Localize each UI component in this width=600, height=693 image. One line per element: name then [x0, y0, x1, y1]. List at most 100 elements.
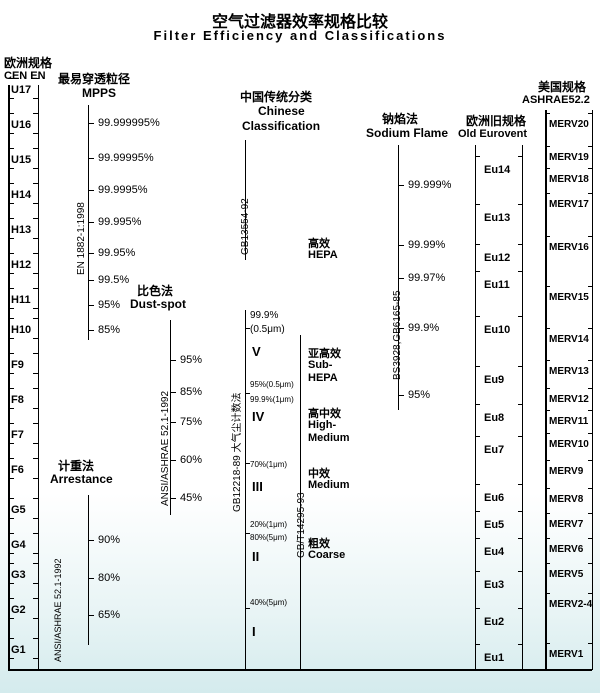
- eurovent-tick: [518, 404, 523, 405]
- eurovent-class: Eu9: [484, 374, 504, 386]
- sodium-value: 99.9%: [408, 322, 439, 334]
- header-cen-en: CEN EN: [4, 70, 46, 82]
- cen-tick: [8, 408, 14, 409]
- sodium-value: 99.99%: [408, 239, 445, 251]
- header-cc-en1: Chinese: [258, 104, 305, 118]
- en-tick: [33, 518, 39, 519]
- eurovent-tick: [475, 484, 480, 485]
- en-tick: [33, 553, 39, 554]
- chinese-class-en: Medium: [308, 432, 350, 444]
- cen-class: H14: [11, 189, 31, 201]
- merv-class: MERV11: [549, 416, 588, 427]
- chinese-class-en: HEPA: [308, 249, 338, 261]
- eurovent-class: Eu8: [484, 412, 504, 424]
- cen-class: G1: [11, 644, 26, 656]
- merv-class: MERV1: [549, 649, 583, 660]
- en-tick: [33, 533, 39, 534]
- eurovent-class: Eu13: [484, 212, 510, 224]
- merv-class: MERV2-4: [549, 599, 592, 610]
- sodium-value: 99.97%: [408, 272, 445, 284]
- mpps-value: 99.9995%: [98, 184, 148, 196]
- eurovent-tick: [518, 571, 523, 572]
- roman-extra-label: 99.9%(1μm): [250, 395, 294, 404]
- eurovent-tick: [475, 316, 480, 317]
- eurovent-tick: [518, 644, 523, 645]
- merv-tick: [588, 433, 593, 434]
- roman-extra-label: 40%(5μm): [250, 598, 287, 607]
- eurovent-tick: [475, 538, 480, 539]
- merv-tick: [588, 113, 593, 114]
- eurovent-tick: [518, 366, 523, 367]
- mpps-tick: [88, 158, 94, 159]
- en-tick: [33, 98, 39, 99]
- eurovent-tick: [518, 484, 523, 485]
- cen-tick: [8, 98, 14, 99]
- roman-extra-label: (0.5μm): [250, 324, 285, 335]
- cen-class: G3: [11, 569, 26, 581]
- dustspot-value: 95%: [180, 354, 202, 366]
- eurovent-class: Eu4: [484, 546, 504, 558]
- roman-class: II: [252, 549, 259, 564]
- cen-class: G2: [11, 604, 26, 616]
- mpps-std: EN 1882-1:1998: [76, 202, 87, 275]
- merv-tick: [588, 410, 593, 411]
- mpps-tick: [88, 123, 94, 124]
- sodium-tick: [398, 278, 404, 279]
- en-tick: [33, 638, 39, 639]
- en-tick: [33, 203, 39, 204]
- header-cc-en2: Classification: [242, 119, 320, 133]
- merv-tick: [588, 460, 593, 461]
- merv-tick: [545, 193, 550, 194]
- eurovent-tick: [518, 538, 523, 539]
- en-tick: [33, 133, 39, 134]
- merv-tick: [588, 593, 593, 594]
- chart-area: 空气过滤器效率规格比较 Filter Efficiency and Classi…: [0, 0, 600, 693]
- roman-extra-label: 80%(5μm): [250, 533, 287, 542]
- eurovent-tick: [518, 436, 523, 437]
- en-tick: [33, 113, 39, 114]
- dustspot-std: ANSI/ASHRAE 52.1-1992: [160, 391, 171, 506]
- eurovent-tick: [475, 204, 480, 205]
- header-ashrae-en: ASHRAE52.2: [522, 94, 590, 106]
- merv-tick: [588, 236, 593, 237]
- merv-tick: [545, 286, 550, 287]
- merv-class: MERV15: [549, 292, 589, 303]
- roman-tick: [245, 393, 250, 394]
- merv-tick: [588, 643, 593, 644]
- eurovent-tick: [475, 156, 480, 157]
- chinese-class-en: Coarse: [308, 549, 345, 561]
- mpps-tick: [88, 305, 94, 306]
- arrestance-value: 90%: [98, 534, 120, 546]
- cen-tick: [8, 478, 14, 479]
- merv-tick: [545, 236, 550, 237]
- cen-tick: [8, 148, 14, 149]
- eurovent-class: Eu3: [484, 579, 504, 591]
- merv-tick: [545, 488, 550, 489]
- mpps-tick: [88, 253, 94, 254]
- sodium-tick: [398, 245, 404, 246]
- merv-tick: [588, 193, 593, 194]
- merv-class: MERV9: [549, 466, 583, 477]
- en-tick: [33, 308, 39, 309]
- eurovent-tick: [475, 366, 480, 367]
- cen-class: U15: [11, 154, 31, 166]
- cen-tick: [8, 533, 14, 534]
- dustspot-value: 75%: [180, 416, 202, 428]
- merv-tick: [545, 643, 550, 644]
- cen-tick: [8, 338, 14, 339]
- merv-tick: [545, 328, 550, 329]
- eurovent-class: Eu14: [484, 164, 510, 176]
- eurovent-tick: [518, 244, 523, 245]
- en-tick: [33, 218, 39, 219]
- cen-tick: [8, 638, 14, 639]
- cen-tick: [8, 553, 14, 554]
- cen-tick: [8, 288, 14, 289]
- title-en: Filter Efficiency and Classifications: [0, 28, 600, 43]
- en-tick: [33, 148, 39, 149]
- roman-class: I: [252, 624, 256, 639]
- eurovent-tick: [518, 608, 523, 609]
- cen-class: G4: [11, 539, 26, 551]
- mpps-value: 99.5%: [98, 274, 129, 286]
- cen-tick: [8, 273, 14, 274]
- cen-class: F9: [11, 359, 24, 371]
